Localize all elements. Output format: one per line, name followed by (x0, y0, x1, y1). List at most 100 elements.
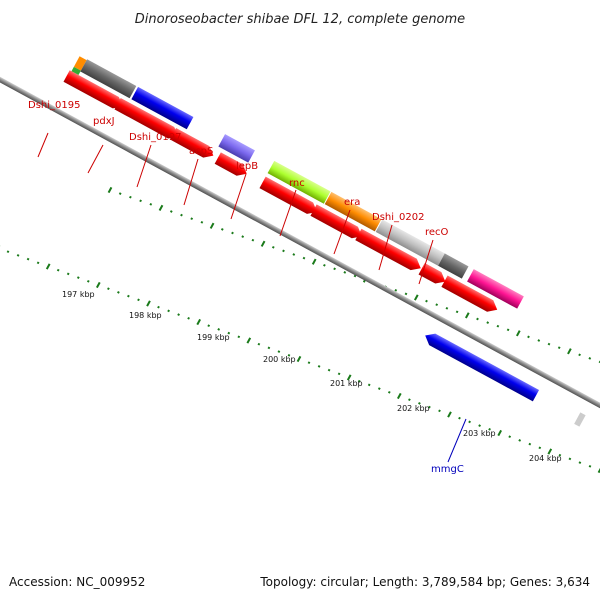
minor-tick (139, 199, 142, 203)
pdxj-label[interactable]: pdxJ (93, 116, 115, 127)
gene-arrow-plus (114, 97, 179, 139)
gene-arrow-minus (425, 333, 540, 402)
era-label[interactable]: era (344, 197, 360, 208)
major-tick (296, 355, 302, 363)
minor-tick (271, 245, 275, 249)
minor-tick (231, 231, 234, 235)
dshi-0197-label[interactable]: Dshi_0197 (129, 132, 181, 143)
minor-tick (588, 357, 592, 360)
minor-tick (200, 220, 204, 224)
minor-tick (282, 249, 285, 253)
gene-arrow-plus (441, 275, 498, 312)
kbp-label: 203 kbp (463, 429, 496, 438)
minor-tick (527, 335, 530, 339)
era-feature[interactable]: era (333, 197, 360, 255)
cog-segment (324, 191, 382, 232)
major-tick (311, 258, 317, 265)
minor-tick (343, 271, 347, 274)
minor-tick (237, 335, 241, 339)
major-tick (447, 411, 452, 418)
map-title: Dinoroseobacter shibae DFL 12, complete … (135, 12, 465, 27)
lepb-label[interactable]: lepB (236, 161, 258, 172)
major-tick (146, 300, 151, 307)
gene-arrow-plus (418, 263, 446, 284)
acps-label[interactable]: acpS (189, 146, 213, 157)
major-tick (45, 263, 51, 270)
cog-segment-minus (574, 412, 586, 427)
minor-tick (241, 235, 245, 238)
gene-arrow-plus (63, 70, 123, 109)
minor-tick (518, 439, 522, 442)
minor-tick (16, 254, 20, 257)
major-tick (547, 448, 553, 455)
major-tick (196, 318, 202, 326)
major-tick (396, 392, 402, 400)
kbp-label: 200 kbp (263, 355, 296, 364)
minus-strand-track (425, 333, 586, 427)
minor-tick (292, 253, 296, 256)
minor-tick (337, 372, 341, 376)
major-tick (346, 374, 352, 381)
cog-segment (73, 56, 87, 71)
major-tick (107, 186, 113, 194)
minor-tick (333, 267, 336, 271)
major-tick (597, 466, 600, 474)
lepb-feature[interactable]: lepB (230, 161, 258, 220)
minor-tick (129, 195, 132, 199)
minor-tick (478, 424, 481, 427)
minor-tick (496, 324, 500, 328)
rnc-feature[interactable]: rnc (279, 178, 305, 237)
cog-segment (218, 134, 255, 163)
minor-tick (86, 279, 90, 283)
minor-tick (445, 306, 449, 310)
dshi-0195-label[interactable]: Dshi_0195 (28, 100, 80, 111)
minor-tick (36, 261, 40, 265)
kbp-labels: 197 kbp 198 kbp 199 kbp 200 kbp 201 kbp … (62, 290, 562, 463)
minor-tick (458, 416, 461, 420)
minor-tick (180, 213, 183, 217)
minor-tick (455, 310, 459, 314)
lepb-leader (230, 173, 247, 220)
gene-labels: Dshi_0195 pdxJ Dshi_0197 acpS lepB rnc e… (28, 100, 467, 475)
rnc-label[interactable]: rnc (289, 178, 305, 189)
minor-tick (438, 409, 441, 413)
pdxj-leader (87, 144, 104, 174)
minor-tick (367, 383, 371, 387)
dshi-0202-label[interactable]: Dshi_0202 (372, 212, 424, 223)
major-tick (95, 281, 101, 289)
cog-segment (467, 269, 524, 309)
dshi-0195-feature[interactable]: Dshi_0195 (28, 100, 80, 158)
gene-arrow-plus (214, 152, 247, 176)
minor-tick (177, 313, 180, 316)
gene-arrow-plus (310, 204, 362, 239)
major-tick (515, 330, 521, 337)
minor-tick (327, 368, 331, 372)
minor-tick (558, 453, 562, 457)
pdxj-feature[interactable]: pdxJ (87, 116, 115, 174)
mmgc-feature[interactable]: mmgC (431, 418, 467, 475)
minor-tick (357, 379, 361, 383)
cog-segment (80, 59, 137, 99)
minor-tick (169, 210, 173, 213)
dshi-0197-feature[interactable]: Dshi_0197 (129, 132, 181, 188)
mmgc-label[interactable]: mmgC (431, 464, 464, 475)
minor-tick (476, 317, 479, 321)
minor-tick (157, 305, 160, 309)
minor-tick (149, 202, 153, 206)
minor-tick (557, 346, 561, 350)
major-tick (260, 240, 266, 247)
major-tick (246, 337, 252, 344)
reco-label[interactable]: recO (425, 227, 449, 238)
minor-tick (66, 272, 70, 276)
plus-strand-track (63, 70, 498, 312)
dshi-0202-feature[interactable]: Dshi_0202 (372, 212, 424, 271)
minor-tick (394, 288, 398, 292)
acps-feature[interactable]: acpS (183, 146, 213, 206)
minor-tick (488, 427, 491, 431)
minor-tick (117, 291, 120, 294)
backbone (0, 33, 600, 478)
inner-tick-ring (0, 244, 600, 474)
reco-feature[interactable]: recO (418, 227, 449, 285)
kbp-label: 201 kbp (330, 379, 363, 388)
kbp-label: 204 kbp (529, 454, 562, 463)
